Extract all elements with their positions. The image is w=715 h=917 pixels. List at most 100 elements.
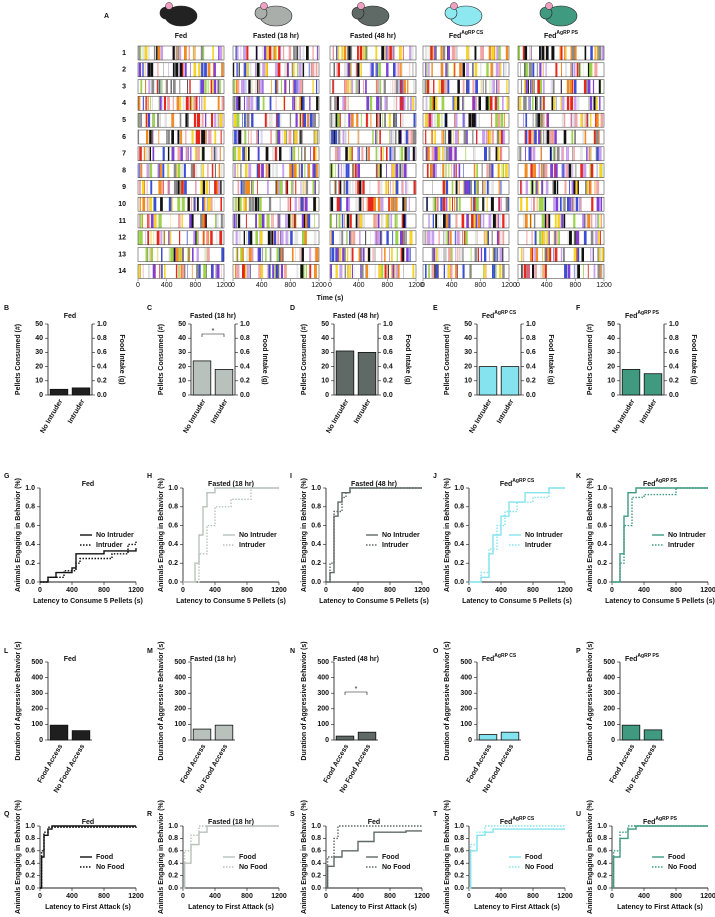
ethogram-stripe: [182, 96, 185, 111]
y-tick-label: 10: [464, 378, 472, 385]
ethogram-stripe: [235, 197, 237, 212]
x-axis-label: Time (s): [317, 295, 344, 302]
ethogram-stripe: [146, 130, 149, 144]
ethogram-stripe: [498, 180, 500, 195]
ethogram-stripe: [524, 79, 527, 94]
ethogram-stripe: [490, 79, 492, 94]
ethogram-stripe: [429, 113, 431, 128]
y-tick-label: 0.4: [25, 860, 35, 867]
ethogram-stripe: [425, 96, 427, 111]
ethogram-stripe: [547, 113, 549, 128]
bar: [192, 360, 212, 396]
ethogram-stripe: [474, 180, 476, 195]
ethogram-stripe: [446, 62, 449, 77]
group-title: Fasted (18 hr): [253, 33, 299, 40]
ethogram-stripe: [463, 180, 465, 195]
x-tick-label: Intruder: [639, 398, 658, 425]
ethogram-stripe: [204, 79, 207, 94]
ethogram-stripe: [333, 79, 336, 94]
ethogram-row: [137, 230, 225, 246]
ethogram-stripe: [428, 46, 430, 60]
ethogram-stripe: [158, 79, 159, 94]
ethogram-stripe: [360, 113, 362, 128]
ethogram-stripe: [371, 62, 374, 77]
ethogram-stripe: [216, 264, 220, 279]
ethogram-stripe: [458, 163, 461, 178]
y-tick-label: 0.2: [25, 560, 35, 567]
ethogram-stripe: [337, 163, 339, 178]
ethogram-stripe: [273, 46, 276, 60]
chart-title-text: Fed: [500, 481, 512, 488]
ethogram-stripe: [273, 230, 275, 245]
ethogram-row: [329, 62, 417, 78]
ethogram-stripe: [502, 130, 505, 144]
ethogram-stripe: [445, 214, 447, 228]
panel-letter: Q: [4, 811, 10, 818]
ethogram-stripe: [255, 230, 258, 245]
ethogram-stripe: [433, 264, 436, 279]
chart-title: Fasted (18 hr): [208, 819, 254, 826]
ethogram-stripe: [164, 96, 166, 111]
ethogram-stripe: [315, 247, 319, 262]
ethogram-stripe: [542, 79, 545, 94]
y-tick-label: 0.0: [597, 579, 607, 586]
y-tick-label: 0: [182, 737, 186, 744]
legend-label: No Food: [525, 864, 553, 871]
ethogram-stripe: [499, 264, 502, 279]
y-tick-label: 0.6: [597, 848, 607, 855]
ethogram-stripe: [337, 214, 338, 228]
ethogram-stripe: [556, 146, 560, 161]
ethogram-stripe: [598, 146, 602, 161]
y-axis-label: Animals Engaging in Behavior (%): [587, 800, 594, 914]
ethogram-stripe: [164, 264, 166, 279]
series-line: [469, 828, 565, 889]
ethogram-stripe: [196, 146, 197, 161]
ethogram-stripe: [573, 247, 577, 262]
bar: [357, 731, 377, 741]
ethogram-stripe: [496, 96, 498, 111]
ethogram-row: [137, 79, 225, 94]
ethogram-stripe: [518, 96, 522, 111]
panel-letter: G: [4, 473, 10, 480]
ethogram-stripe: [258, 146, 260, 161]
ethogram-stripe: [474, 247, 477, 262]
ethogram-stripe: [248, 79, 251, 94]
y2-tick-label: 0.2: [669, 378, 679, 385]
ethogram-stripe: [572, 163, 574, 178]
ethogram-stripe: [405, 130, 409, 144]
ethogram-stripe: [275, 113, 277, 128]
x-axis-label: Latency to Consume 5 Pellets (s): [605, 598, 715, 605]
ethogram-stripe: [294, 197, 297, 212]
ethogram-stripe: [455, 264, 457, 279]
ethogram-stripe: [181, 197, 183, 212]
ethogram-stripe: [400, 146, 404, 161]
ethogram-stripe: [427, 113, 431, 128]
ethogram-stripe: [217, 113, 219, 128]
y-tick-label: 100: [603, 721, 615, 728]
ethogram-stripe: [598, 130, 600, 144]
ethogram-row: [329, 230, 417, 246]
ethogram-stripe: [293, 146, 295, 161]
ethogram-stripe: [554, 163, 558, 178]
ethogram-stripe: [424, 113, 428, 128]
ethogram-stripe: [413, 79, 416, 94]
y2-axis-label: Food Intake (g): [690, 334, 697, 384]
ethogram-stripe: [260, 264, 264, 279]
ethogram-stripe: [406, 247, 409, 262]
ethogram-stripe: [537, 79, 540, 94]
ethogram-stripe: [266, 163, 270, 178]
ethogram-stripe: [378, 62, 381, 77]
x-tick-label: 1200: [414, 893, 430, 900]
chart-title: Fed: [368, 819, 380, 826]
ethogram-stripe: [255, 214, 257, 228]
ethogram-stripe: [535, 180, 537, 195]
ethogram-row: [422, 196, 510, 212]
ethogram-stripe: [305, 264, 307, 279]
ethogram-stripe: [236, 62, 238, 77]
ethogram-stripe: [498, 214, 499, 228]
ethogram-stripe: [297, 79, 300, 94]
ethogram-stripe: [261, 46, 265, 60]
ethogram-stripe: [409, 62, 411, 77]
ethogram-stripe: [493, 247, 496, 262]
ethogram-row: [329, 213, 417, 229]
